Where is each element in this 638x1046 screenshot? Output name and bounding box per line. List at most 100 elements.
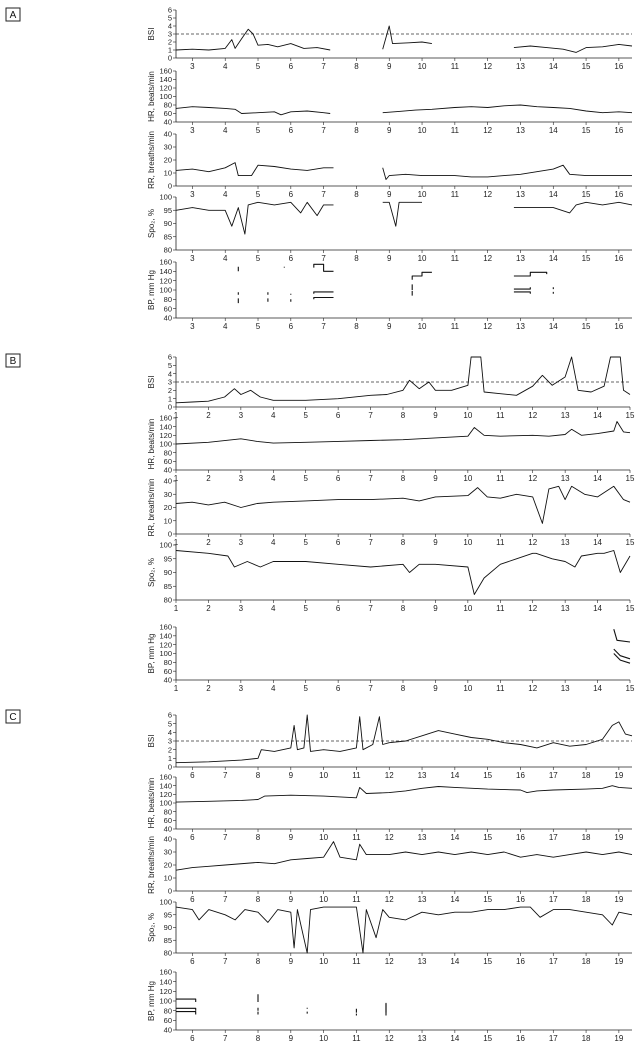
panel-b-bsi-xtick-label: 8 bbox=[401, 411, 406, 420]
panel-a-bp-xtick-label: 11 bbox=[451, 322, 460, 331]
panel-b-bp-ytick-label: 100 bbox=[159, 649, 172, 658]
panel-b-spo2-series-1-line bbox=[175, 550, 631, 595]
panel-b-bp-ytick-label: 60 bbox=[164, 667, 172, 676]
panel-c-bp-xtick-label: 11 bbox=[352, 1034, 361, 1043]
panel-b-hr-ytick-label: 40 bbox=[164, 466, 172, 475]
panel-b-spo2-xtick-label: 9 bbox=[433, 604, 438, 613]
panel-b-spo2-ytick-label: 95 bbox=[164, 554, 172, 563]
panel-c-hr-xtick-label: 14 bbox=[450, 833, 459, 842]
panel-b-bp-xtick-label: 7 bbox=[368, 684, 373, 693]
panel-a-bsi-ytick-label: 4 bbox=[168, 22, 172, 31]
panel-b-bp-ytick-label: 140 bbox=[159, 631, 172, 640]
panel-b-bsi-ylabel: BSI bbox=[147, 376, 156, 389]
panel-b-bsi-xtick-label: 15 bbox=[626, 411, 635, 420]
panel-b-rr-xtick-label: 12 bbox=[528, 538, 537, 547]
panel-c-hr-ytick-label: 140 bbox=[159, 781, 172, 790]
panel-c-spo2-xtick-label: 8 bbox=[256, 957, 261, 966]
panel-c-spo2-xtick-label: 19 bbox=[614, 957, 623, 966]
panel-b-bsi-xtick-label: 6 bbox=[336, 411, 341, 420]
panel-b-hr-ytick-label: 140 bbox=[159, 422, 172, 431]
panel-a-rr-xtick-label: 7 bbox=[321, 190, 326, 199]
panel-b-spo2-xtick-label: 10 bbox=[463, 604, 472, 613]
panel-b-bp-xtick-label: 3 bbox=[239, 684, 244, 693]
panel-c-hr-xtick-label: 10 bbox=[319, 833, 328, 842]
panel-c-rr-xtick-label: 15 bbox=[483, 895, 492, 904]
panel-a-bp-series-2-line bbox=[238, 284, 579, 294]
panel-a-bp-ytick-label: 80 bbox=[164, 295, 172, 304]
panel-c-letter-box bbox=[5, 709, 21, 724]
panel-b-bsi-xtick-label: 5 bbox=[303, 411, 308, 420]
panel-b-bsi-ytick-label: 2 bbox=[168, 386, 172, 395]
panel-c-bsi-xtick-label: 7 bbox=[223, 771, 228, 780]
panel-a-bp-xtick-label: 7 bbox=[321, 322, 326, 331]
panel-a-spo2-xtick-label: 4 bbox=[223, 254, 228, 263]
panel-b-bsi-xtick-label: 12 bbox=[528, 411, 537, 420]
panel-b-rr-xtick-label: 11 bbox=[496, 538, 505, 547]
panel-b-bp-ytick-label: 40 bbox=[164, 676, 172, 685]
panel-b-rr-xtick-label: 8 bbox=[401, 538, 406, 547]
panel-c-spo2-xtick-label: 17 bbox=[549, 957, 558, 966]
panel-a-rr-xtick-label: 11 bbox=[451, 190, 460, 199]
panel-c-spo2-xtick-label: 10 bbox=[319, 957, 328, 966]
panel-b-spo2-ylabel: Spo₂, % bbox=[147, 558, 156, 587]
panel-c-rr-ytick-label: 0 bbox=[168, 887, 172, 896]
panel-a-bsi-series-1-line bbox=[175, 25, 633, 53]
panel-b-bp-series-1-line bbox=[613, 629, 631, 643]
panel-b-bp-series-2-line bbox=[613, 648, 631, 660]
panel-a-rr-ylabel: RR, breaths/min bbox=[147, 131, 156, 189]
panel-b-bsi-ytick-label: 0 bbox=[168, 403, 172, 412]
panel-b-hr-ytick-label: 100 bbox=[159, 440, 172, 449]
panel-a-bp-ytick-label: 40 bbox=[164, 314, 172, 323]
panel-a-rr-xtick-label: 9 bbox=[387, 190, 392, 199]
panel-c-bsi-ylabel: BSI bbox=[147, 735, 156, 748]
panel-a-bp-xtick-label: 13 bbox=[516, 322, 525, 331]
panel-c-rr-xtick-label: 19 bbox=[614, 895, 623, 904]
panel-c-bsi-xtick-label: 9 bbox=[289, 771, 294, 780]
panel-a-bp-xtick-label: 6 bbox=[289, 322, 294, 331]
panel-c-bsi-series-1-line bbox=[175, 714, 633, 764]
panel-b-letter: B bbox=[5, 353, 21, 368]
panel-c-hr-ylabel: HR, beats/min bbox=[147, 778, 156, 829]
panel-a-rr-ytick-label: 40 bbox=[164, 130, 172, 139]
panel-a-bp-ytick-label: 120 bbox=[159, 276, 172, 285]
panel-c-rr-xtick-label: 10 bbox=[319, 895, 328, 904]
panel-a-rr-ytick-label: 20 bbox=[164, 156, 172, 165]
panel-c-bp-ytick-label: 120 bbox=[159, 987, 172, 996]
panel-b-hr-xtick-label: 12 bbox=[528, 474, 537, 483]
panel-a-bp-series-1-line bbox=[238, 264, 579, 279]
panel-a-hr-ytick-label: 100 bbox=[159, 92, 172, 101]
panel-b-letter-text: B bbox=[10, 356, 17, 367]
panel-a-hr-ytick-label: 120 bbox=[159, 84, 172, 93]
panel-b-hr-xtick-label: 1 bbox=[174, 474, 179, 483]
panel-b-bsi-ytick-label: 6 bbox=[168, 353, 172, 362]
panel-b-bsi-ytick-label: 1 bbox=[168, 394, 172, 403]
panel-b-spo2-xtick-label: 5 bbox=[303, 604, 308, 613]
panel-c-hr-xtick-label: 6 bbox=[190, 833, 195, 842]
panel-a-bp-xtick-label: 12 bbox=[483, 322, 492, 331]
panel-b-bp-xtick-label: 4 bbox=[271, 684, 276, 693]
panel-c-hr-ytick-label: 60 bbox=[164, 816, 172, 825]
panel-a-hr-ytick-label: 140 bbox=[159, 75, 172, 84]
panel-a-spo2-xtick-label: 9 bbox=[387, 254, 392, 263]
panel-b-bp-xtick-label: 1 bbox=[174, 684, 179, 693]
panel-a-hr-xtick-label: 10 bbox=[418, 126, 427, 135]
panel-c-bp-xtick-label: 18 bbox=[582, 1034, 591, 1043]
panel-a-spo2-xtick-label: 14 bbox=[549, 254, 558, 263]
panel-a-hr-xtick-label: 8 bbox=[354, 126, 359, 135]
panel-c-spo2-xtick-label: 14 bbox=[450, 957, 459, 966]
panel-b-rr-xtick-label: 6 bbox=[336, 538, 341, 547]
panel-c-hr-xtick-label: 19 bbox=[614, 833, 623, 842]
panel-c-hr-xtick-label: 16 bbox=[516, 833, 525, 842]
panel-b-hr-series-1-line bbox=[175, 421, 631, 445]
panel-c-bsi-xtick-label: 11 bbox=[352, 771, 361, 780]
panel-c-hr-ytick-label: 80 bbox=[164, 807, 172, 816]
panel-c-spo2-ytick-label: 100 bbox=[159, 898, 172, 907]
panel-b-bsi-xtick-label: 14 bbox=[593, 411, 602, 420]
panel-a-bsi-xtick-label: 7 bbox=[321, 62, 326, 71]
panel-c-hr-xtick-label: 12 bbox=[385, 833, 394, 842]
